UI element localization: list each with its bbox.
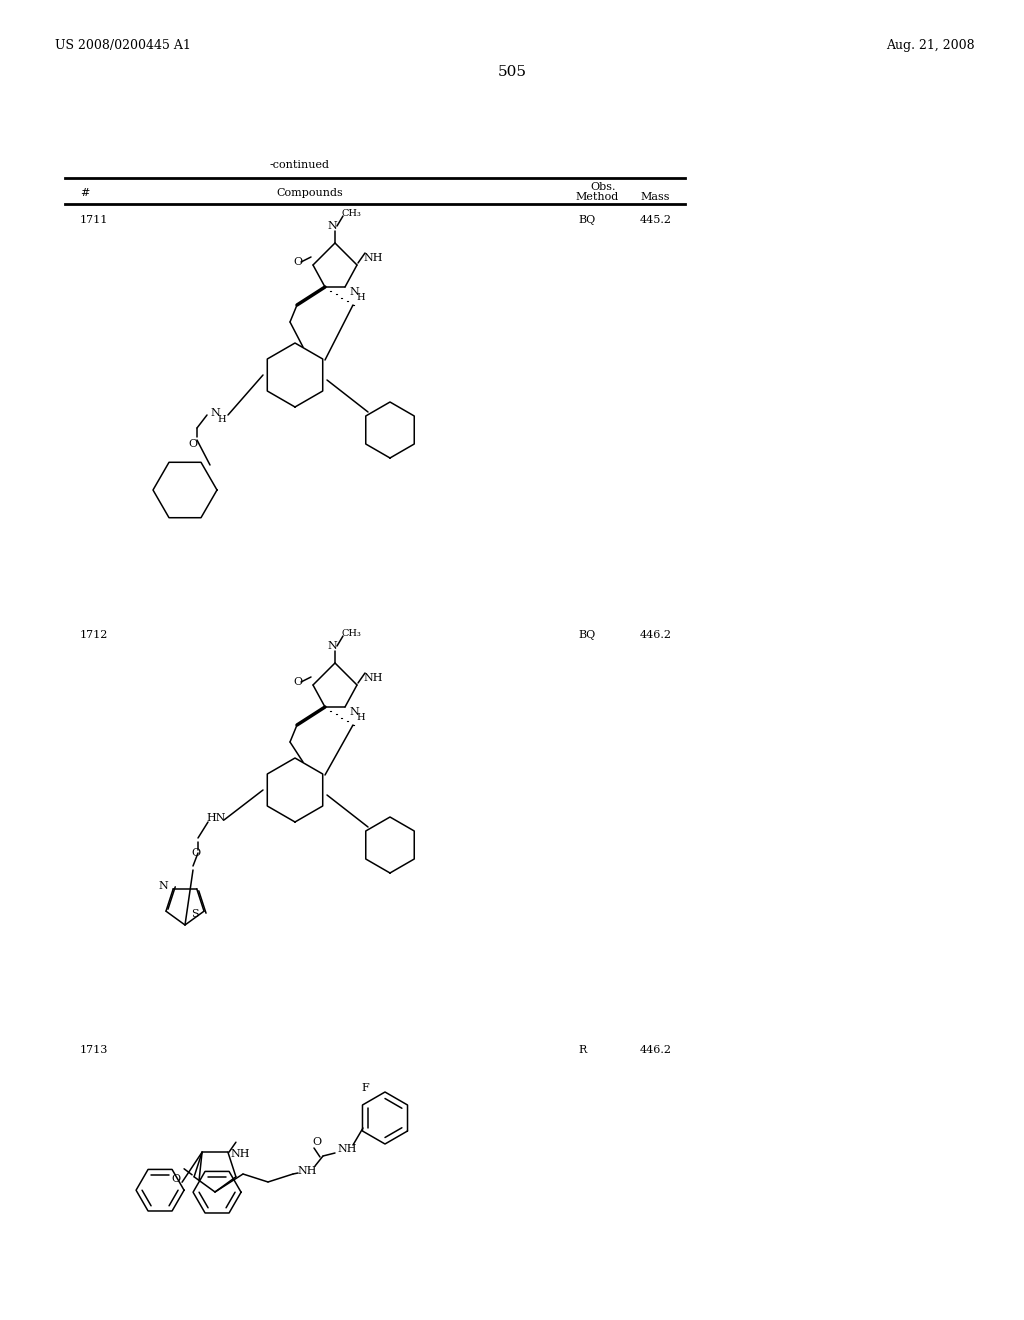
Text: 445.2: 445.2: [640, 215, 672, 224]
Text: H: H: [218, 416, 226, 425]
Text: Compounds: Compounds: [276, 187, 343, 198]
Text: S: S: [191, 909, 199, 919]
Text: N: N: [210, 408, 220, 418]
Text: N: N: [327, 642, 337, 651]
Text: 1713: 1713: [80, 1045, 109, 1055]
Text: NH: NH: [362, 673, 383, 682]
Text: US 2008/0200445 A1: US 2008/0200445 A1: [55, 38, 190, 51]
Text: -continued: -continued: [270, 160, 330, 170]
Text: #: #: [80, 187, 89, 198]
Text: H: H: [356, 293, 365, 302]
Text: N: N: [159, 880, 168, 891]
Text: F: F: [361, 1082, 369, 1093]
Text: NH: NH: [337, 1144, 356, 1154]
Text: 446.2: 446.2: [640, 1045, 672, 1055]
Text: N: N: [349, 286, 358, 297]
Text: BQ: BQ: [578, 215, 595, 224]
Text: NH: NH: [297, 1166, 316, 1176]
Text: CH₃: CH₃: [341, 209, 360, 218]
Text: O: O: [312, 1137, 322, 1147]
Text: 1711: 1711: [80, 215, 109, 224]
Text: R: R: [578, 1045, 587, 1055]
Text: NH: NH: [362, 253, 383, 263]
Text: H: H: [356, 714, 365, 722]
Text: N: N: [327, 220, 337, 231]
Text: Mass: Mass: [640, 191, 670, 202]
Text: O: O: [294, 257, 302, 267]
Text: O: O: [171, 1173, 180, 1184]
Text: 1712: 1712: [80, 630, 109, 640]
Text: CH₃: CH₃: [341, 628, 360, 638]
Text: 505: 505: [498, 65, 526, 79]
Text: N: N: [349, 708, 358, 717]
Text: BQ: BQ: [578, 630, 595, 640]
Text: O: O: [188, 440, 198, 449]
Text: HN: HN: [206, 813, 225, 822]
Text: O: O: [294, 677, 302, 686]
Text: Obs.: Obs.: [590, 182, 615, 191]
Text: Aug. 21, 2008: Aug. 21, 2008: [887, 38, 975, 51]
Text: Method: Method: [575, 191, 618, 202]
Text: 446.2: 446.2: [640, 630, 672, 640]
Text: O: O: [191, 847, 201, 858]
Text: NH: NH: [231, 1150, 251, 1159]
